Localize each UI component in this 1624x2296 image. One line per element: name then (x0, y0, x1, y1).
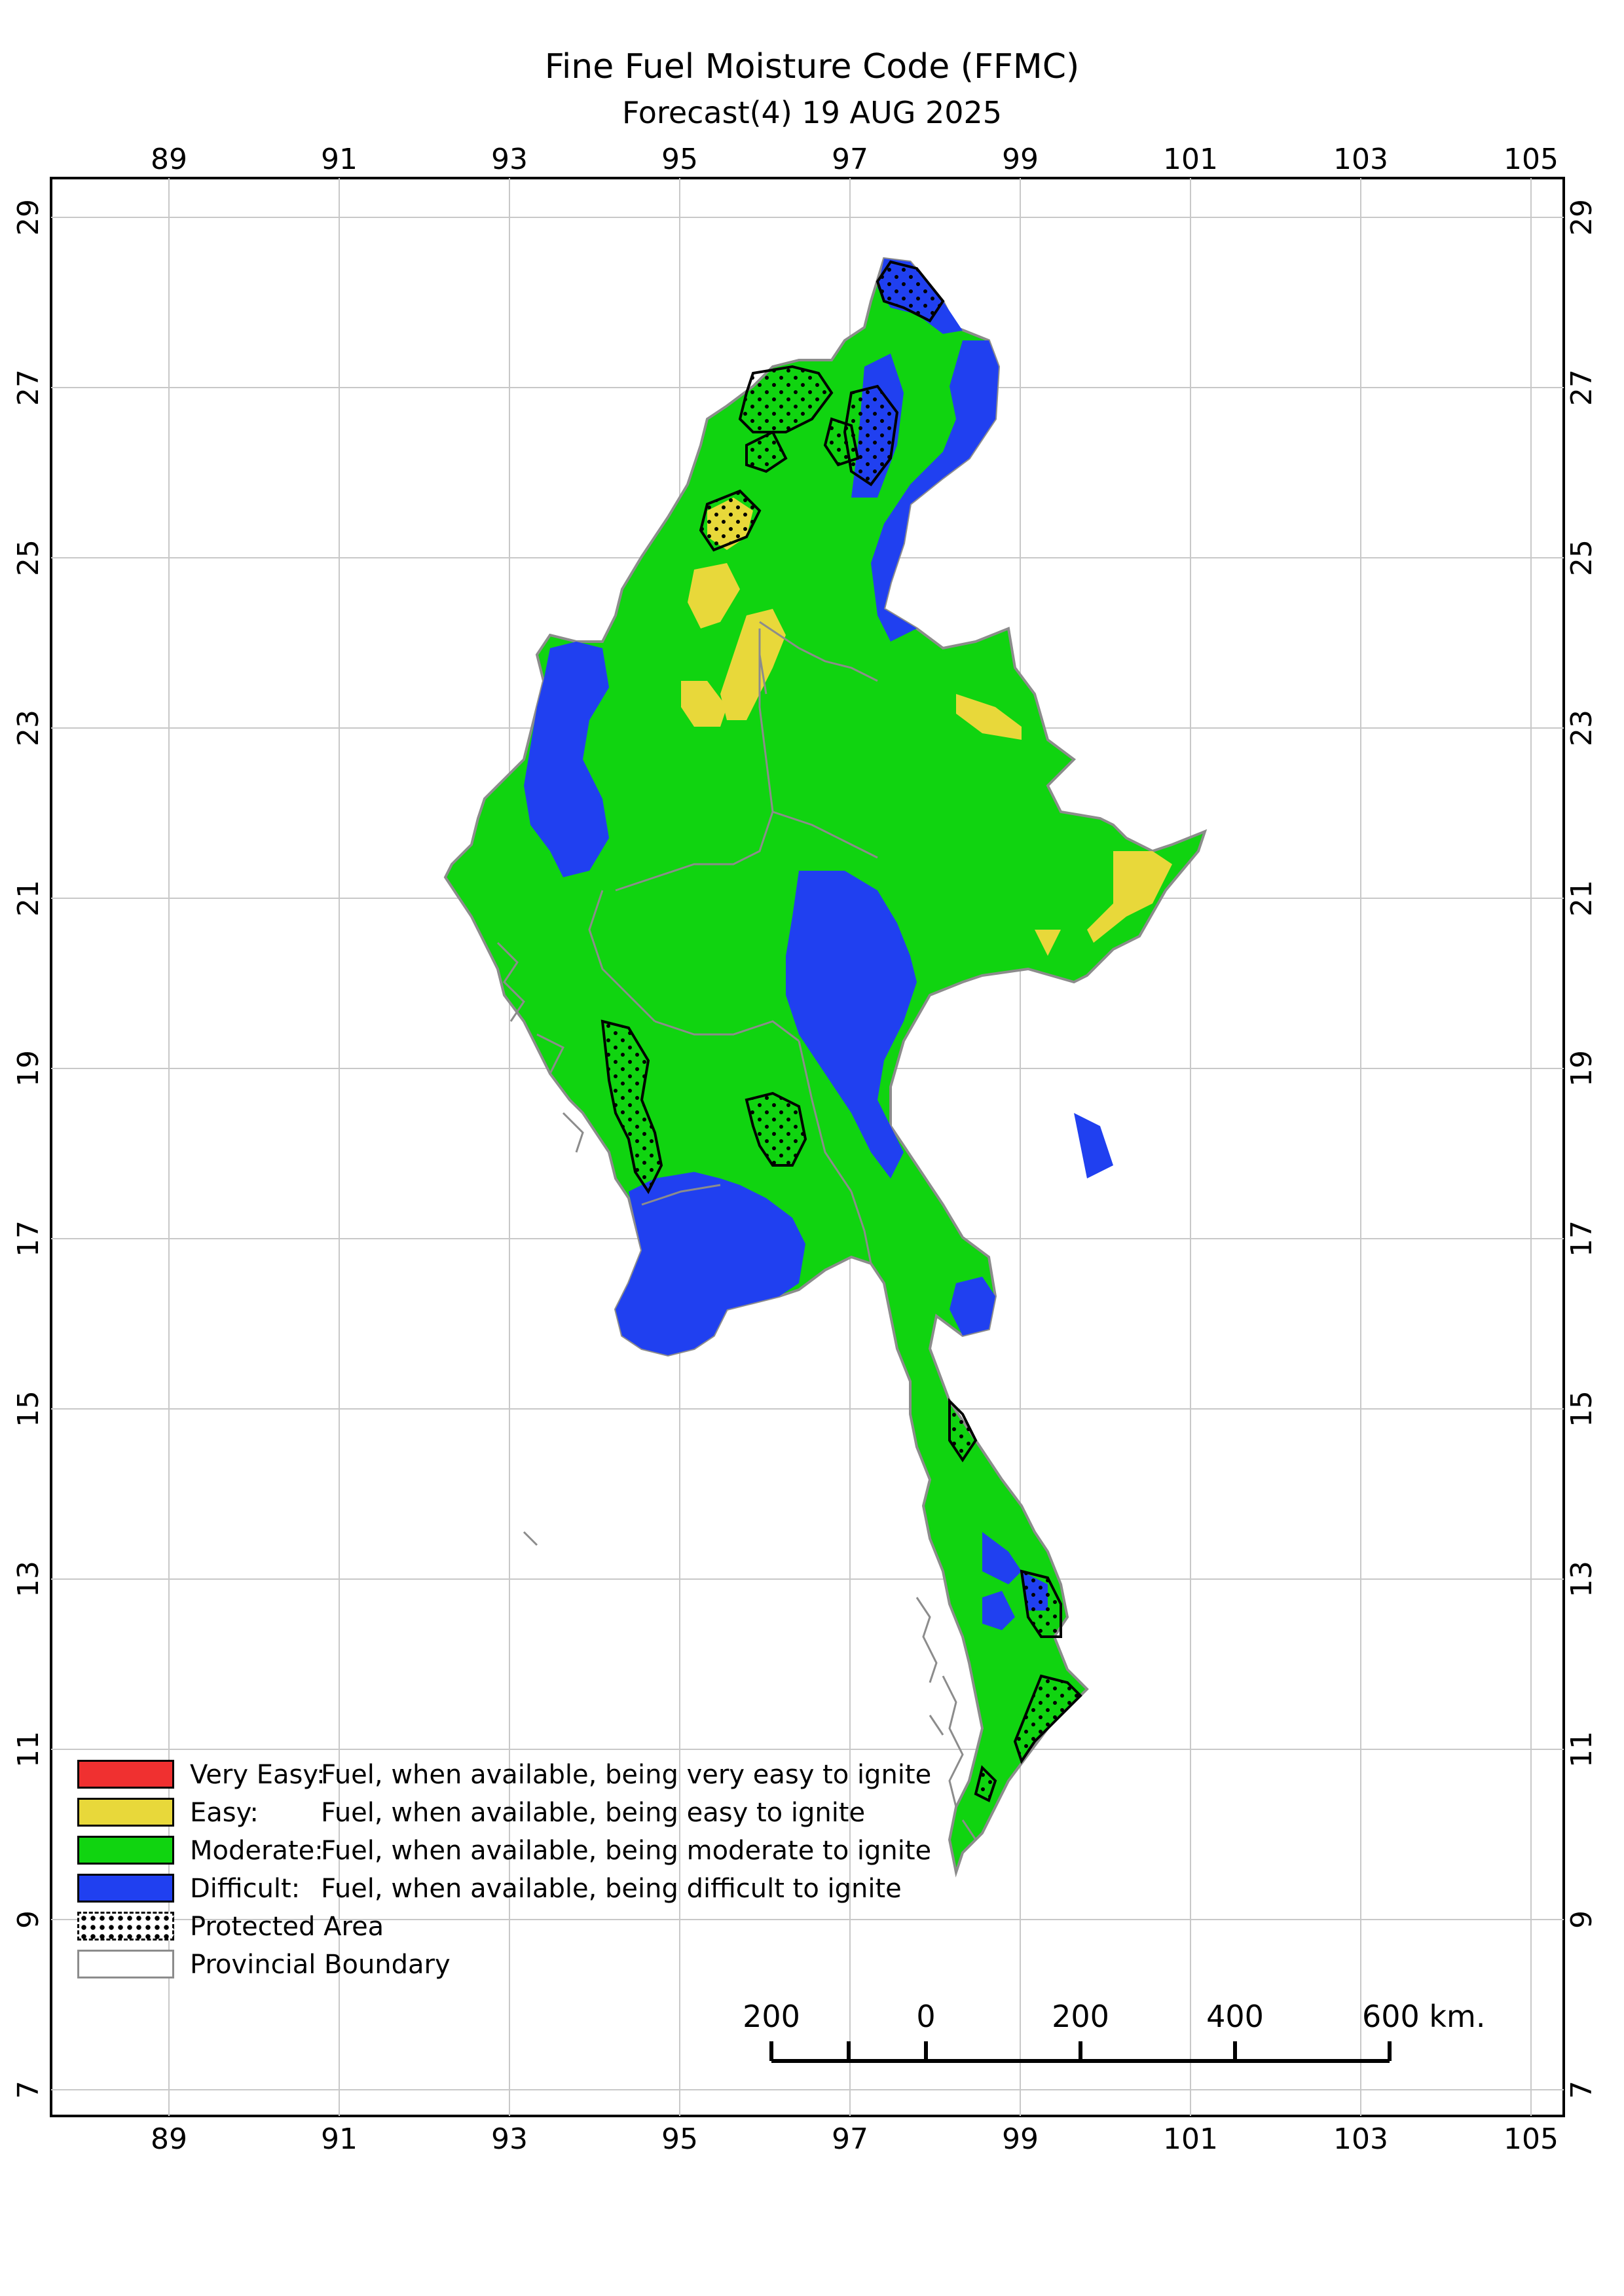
map-subtitle: Forecast(4) 19 AUG 2025 (621, 95, 1003, 130)
y-tick-label-left: 7 (12, 2081, 45, 2099)
y-tick-label-left: 15 (12, 1391, 45, 1427)
legend-description: Fuel, when available, being difficult to… (321, 1874, 902, 1904)
y-tick-label-left: 13 (12, 1561, 45, 1597)
legend-description: Fuel, when available, being easy to igni… (321, 1798, 866, 1828)
legend-category: Very Easy: (190, 1760, 325, 1790)
legend-swatch-very-easy (77, 1760, 174, 1789)
scale-label-200: 200 (1052, 1999, 1109, 2034)
provincial-boundaries (588, 621, 878, 1264)
y-ticks-right: 29 27 25 23 21 19 17 15 13 11 9 7 (1565, 199, 1598, 2099)
x-tick-label-top: 103 (1333, 143, 1388, 176)
legend-category: Difficult: (190, 1874, 301, 1904)
legend-provincial-boundary-label: Provincial Boundary (190, 1950, 451, 1980)
protected-areas (600, 260, 1082, 1802)
y-tick-label-right: 29 (1565, 199, 1598, 236)
x-tick-label-bottom: 89 (151, 2123, 187, 2156)
y-tick-label-left: 11 (12, 1731, 45, 1768)
legend-swatch-moderate (77, 1836, 174, 1865)
scale-label-0: 0 (916, 1999, 935, 2034)
x-tick-label-top: 101 (1163, 143, 1218, 176)
legend-swatch-easy (77, 1798, 174, 1827)
x-tick-label-bottom: 97 (832, 2123, 868, 2156)
x-tick-label-bottom: 103 (1333, 2123, 1388, 2156)
x-tick-label-top: 97 (832, 143, 868, 176)
y-tick-label-right: 15 (1565, 1391, 1598, 1427)
y-tick-label-left: 19 (12, 1050, 45, 1087)
x-tick-label-bottom: 105 (1504, 2123, 1559, 2156)
x-tick-label-bottom: 95 (661, 2123, 698, 2156)
legend-swatch-protected-area (77, 1912, 174, 1941)
difficult-areas (524, 259, 1113, 1630)
x-ticks-bottom: 89 91 93 95 97 99 101 103 105 (151, 2123, 1559, 2156)
y-tick-label-left: 27 (12, 369, 45, 406)
legend-description: Fuel, when available, being very easy to… (321, 1760, 932, 1790)
x-tick-label-top: 95 (661, 143, 698, 176)
x-tick-label-top: 93 (491, 143, 528, 176)
legend-category: Moderate: (190, 1836, 323, 1866)
y-tick-label-left: 17 (12, 1220, 45, 1257)
y-tick-label-right: 11 (1565, 1731, 1598, 1768)
x-ticks-top: 89 91 93 95 97 99 101 103 105 (151, 143, 1559, 176)
y-tick-label-right: 7 (1565, 2081, 1598, 2099)
x-tick-label-bottom: 93 (491, 2123, 528, 2156)
x-tick-label-top: 105 (1504, 143, 1559, 176)
y-tick-label-left: 29 (12, 199, 45, 236)
x-tick-label-bottom: 99 (1002, 2123, 1039, 2156)
legend-category: Easy: (190, 1798, 259, 1828)
map-title: Fine Fuel Moisture Code (FFMC) (544, 47, 1080, 86)
y-tick-label-right: 25 (1565, 539, 1598, 576)
x-tick-label-bottom: 91 (321, 2123, 358, 2156)
legend-swatch-provincial-boundary (77, 1950, 174, 1978)
y-tick-label-right: 21 (1565, 880, 1598, 917)
y-tick-label-right: 23 (1565, 710, 1598, 746)
scale-label-600: 600 km. (1362, 1999, 1486, 2034)
y-tick-label-right: 9 (1565, 1910, 1598, 1929)
coastal-islands (496, 941, 977, 1840)
y-tick-label-left: 25 (12, 539, 45, 576)
x-tick-label-top: 99 (1002, 143, 1039, 176)
x-tick-label-bottom: 101 (1163, 2123, 1218, 2156)
legend-swatch-difficult (77, 1874, 174, 1903)
scale-label-200-left: 200 (743, 1999, 800, 2034)
y-tick-label-left: 21 (12, 880, 45, 917)
easy-areas (681, 498, 1172, 956)
y-tick-label-right: 27 (1565, 369, 1598, 406)
scale-label-400: 400 (1206, 1999, 1264, 2034)
x-tick-label-top: 89 (151, 143, 187, 176)
legend-protected-area-label: Protected Area (190, 1912, 384, 1942)
x-tick-label-top: 91 (321, 143, 358, 176)
legend-description: Fuel, when available, being moderate to … (321, 1836, 932, 1866)
y-tick-label-left: 9 (12, 1910, 45, 1929)
y-tick-label-right: 19 (1565, 1050, 1598, 1087)
y-tick-label-right: 13 (1565, 1561, 1598, 1597)
scale-bar: 200 0 200 400 600 km. (743, 1999, 1486, 2063)
y-tick-label-right: 17 (1565, 1220, 1598, 1257)
y-tick-label-left: 23 (12, 710, 45, 746)
y-ticks-left: 29 27 25 23 21 19 17 15 13 11 9 7 (12, 199, 45, 2099)
